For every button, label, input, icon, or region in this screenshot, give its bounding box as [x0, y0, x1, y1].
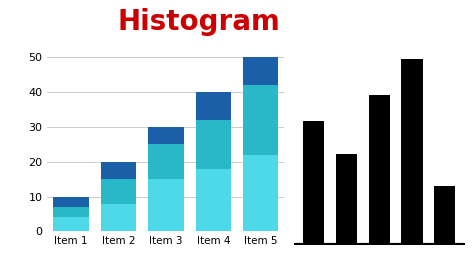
Text: Histogram: Histogram [118, 8, 281, 36]
Bar [401, 59, 423, 245]
Bar [195, 92, 231, 120]
Bar [243, 57, 279, 85]
Bar [54, 218, 89, 231]
Bar [100, 162, 137, 179]
Bar [54, 207, 89, 218]
Bar [303, 121, 324, 245]
Bar [195, 169, 231, 231]
Bar [195, 120, 231, 169]
Bar [148, 179, 184, 231]
Bar [243, 85, 279, 155]
Bar [54, 197, 89, 207]
Bar [336, 154, 357, 245]
Bar [369, 95, 390, 245]
Bar [100, 203, 137, 231]
Bar [243, 155, 279, 231]
Bar [148, 127, 184, 144]
Bar [434, 186, 456, 245]
Bar [100, 179, 137, 203]
Bar [148, 144, 184, 179]
